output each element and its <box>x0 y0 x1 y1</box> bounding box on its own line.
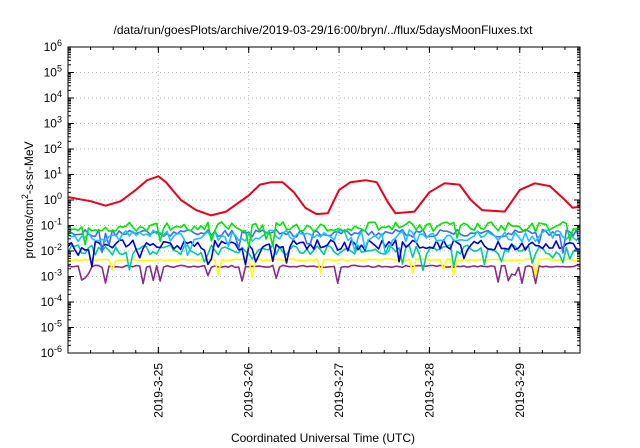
y-label-pre: protons/cm <box>22 199 36 258</box>
series-line-4 <box>68 239 580 268</box>
y-tick-label: 10-4 <box>41 293 62 309</box>
y-tick-power: 1 <box>57 166 62 176</box>
y-tick-label: 102 <box>44 140 62 156</box>
y-tick-power: -4 <box>54 293 62 303</box>
x-axis-label: Coordinated Universal Time (UTC) <box>231 431 415 445</box>
y-tick-base: 10 <box>44 40 58 54</box>
chart-title: /data/run/goesPlots/archive/2019-03-29/1… <box>114 23 534 37</box>
series-line-0 <box>68 175 580 217</box>
y-tick-power: -6 <box>54 344 62 354</box>
x-tick-label: 2019-3-28 <box>422 363 436 418</box>
y-tick-base: 10 <box>44 91 58 105</box>
y-tick-base: 10 <box>41 321 55 335</box>
y-tick-label: 101 <box>44 166 62 182</box>
y-tick-power: 0 <box>57 191 62 201</box>
y-tick-power: 3 <box>57 115 62 125</box>
y-tick-label: 10-3 <box>41 268 62 284</box>
y-label-post: -s-sr-MeV <box>22 141 36 194</box>
y-tick-base: 10 <box>44 193 58 207</box>
y-label-sup: 2 <box>20 194 30 199</box>
series-line-6 <box>68 258 580 278</box>
y-tick-power: 6 <box>57 38 62 48</box>
y-tick-base: 10 <box>41 346 55 360</box>
x-tick-label: 2019-3-27 <box>332 363 346 418</box>
x-axis: 2019-3-25 2019-3-26 2019-3-27 2019-3-28 2019… <box>67 47 566 418</box>
grid <box>68 47 580 353</box>
y-tick-base: 10 <box>41 295 55 309</box>
y-tick-base: 10 <box>41 219 55 233</box>
series-layer <box>68 175 580 285</box>
y-tick-power: 4 <box>57 89 62 99</box>
y-tick-label: 105 <box>44 64 62 80</box>
x-tick-label: 2019-3-25 <box>151 363 165 418</box>
x-tick-label: 2019-3-26 <box>242 363 256 418</box>
y-axis: 10-610-510-410-310-210-11001011021031041… <box>41 38 580 360</box>
y-tick-base: 10 <box>41 270 55 284</box>
series-line-5 <box>68 244 580 272</box>
y-tick-power: -1 <box>54 217 62 227</box>
y-tick-base: 10 <box>44 168 58 182</box>
y-tick-base: 10 <box>41 244 55 258</box>
y-tick-base: 10 <box>44 117 58 131</box>
y-tick-label: 10-2 <box>41 242 62 258</box>
y-tick-power: 2 <box>57 140 62 150</box>
x-tick-label: 2019-3-29 <box>513 363 527 418</box>
y-tick-power: -2 <box>54 242 62 252</box>
series-line-1 <box>68 220 580 248</box>
y-tick-label: 10-6 <box>41 344 62 360</box>
y-axis-label: protons/cm2-s-sr-MeV <box>20 141 36 258</box>
y-tick-label: 100 <box>44 191 62 207</box>
y-tick-power: -3 <box>54 268 62 278</box>
series-line-7 <box>68 264 580 285</box>
y-tick-base: 10 <box>44 66 58 80</box>
y-tick-base: 10 <box>44 142 58 156</box>
y-tick-label: 104 <box>44 89 62 105</box>
y-tick-label: 10-5 <box>41 319 62 335</box>
y-tick-label: 10-1 <box>41 217 62 233</box>
y-tick-power: -5 <box>54 319 62 329</box>
y-tick-power: 5 <box>57 64 62 74</box>
series-line-2 <box>68 229 580 257</box>
y-tick-label: 103 <box>44 115 62 131</box>
y-tick-label: 106 <box>44 38 62 54</box>
